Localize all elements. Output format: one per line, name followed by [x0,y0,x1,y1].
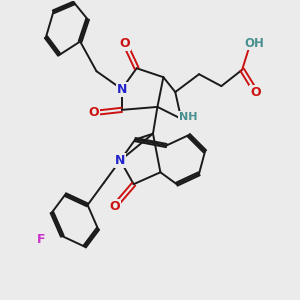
Text: O: O [109,200,120,213]
Text: O: O [88,106,99,119]
Text: O: O [250,85,261,98]
Text: N: N [115,154,125,167]
Text: O: O [119,37,130,50]
Text: NH: NH [179,112,198,122]
Text: F: F [37,233,46,246]
Text: N: N [117,82,127,96]
Text: OH: OH [244,37,264,50]
